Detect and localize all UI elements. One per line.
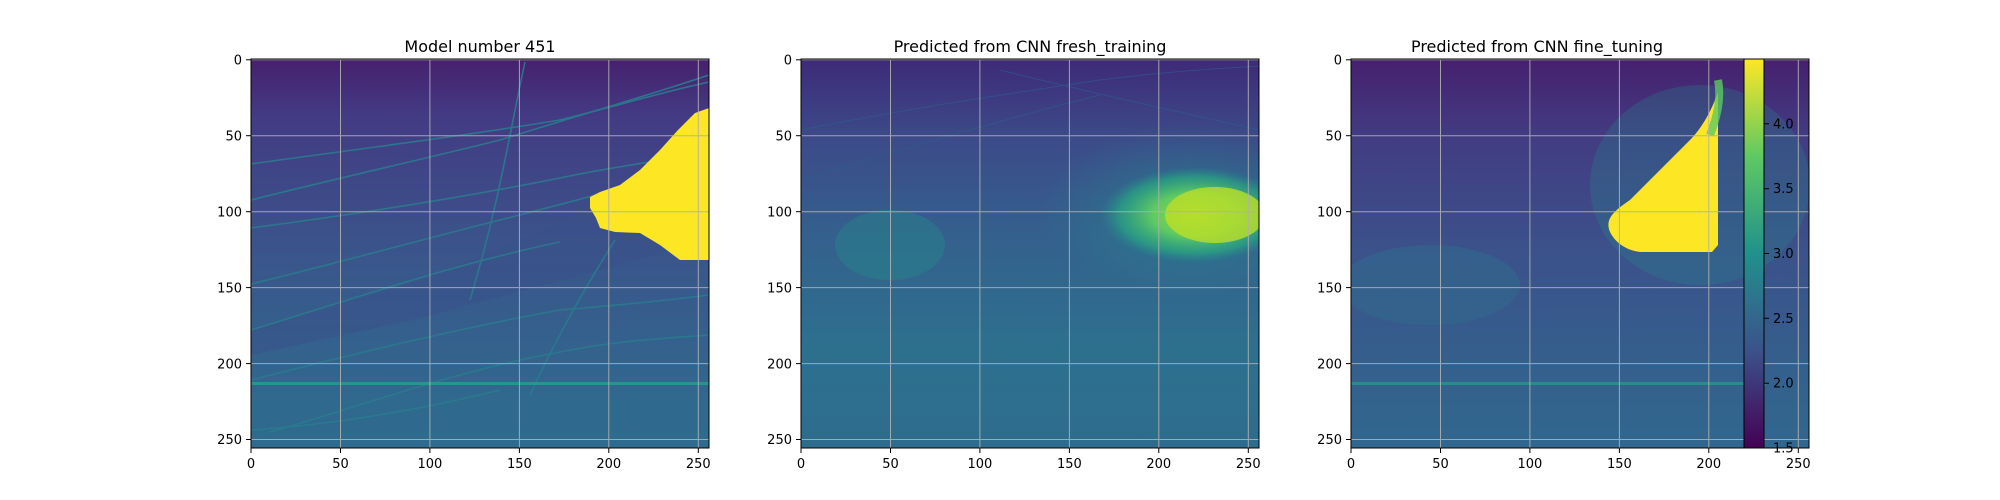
chart-title-1: Model number 451	[404, 37, 555, 56]
x-ticks-1: 0 50 100 150 200 250	[247, 448, 711, 472]
y-tick-label: 200	[767, 357, 792, 372]
y-tick-label: 50	[775, 129, 792, 144]
x-tick-label: 250	[1786, 457, 1811, 472]
heatmap-2-image	[801, 59, 1259, 448]
x-tick-label: 0	[247, 457, 255, 472]
x-ticks-2: 0 50 100 150 200 250	[797, 448, 1261, 472]
heatmap-1-image	[251, 59, 709, 448]
y-tick-label: 0	[784, 54, 792, 69]
colorbar-tick-label: 2.5	[1773, 312, 1794, 327]
x-tick-label: 250	[686, 457, 711, 472]
y-tick-label: 100	[767, 205, 792, 220]
colorbar-tick-label: 4.0	[1773, 117, 1794, 132]
colorbar-tick-label: 3.0	[1773, 247, 1794, 262]
y-tick-label: 50	[1325, 129, 1342, 144]
y-tick-label: 250	[767, 433, 792, 448]
y-tick-label: 150	[1317, 281, 1342, 296]
colorbar: 1.5 2.0 2.5 3.0 3.5 4.0	[1743, 58, 1794, 457]
y-tick-label: 200	[1317, 357, 1342, 372]
y-ticks-2: 0 50 100 150 200 250	[767, 54, 801, 448]
y-tick-label: 250	[217, 433, 242, 448]
x-tick-label: 100	[1517, 457, 1542, 472]
x-tick-label: 150	[1057, 457, 1082, 472]
panel-1: Model number 451 0 50 100 150 200 250 0 …	[217, 37, 711, 472]
y-tick-label: 200	[217, 357, 242, 372]
y-tick-label: 150	[767, 281, 792, 296]
grid-1	[250, 59, 709, 448]
x-tick-label: 200	[1146, 457, 1171, 472]
x-tick-label: 100	[417, 457, 442, 472]
x-tick-label: 50	[1432, 457, 1449, 472]
x-tick-label: 200	[596, 457, 621, 472]
chart-title-2: Predicted from CNN fresh_training	[894, 37, 1167, 57]
x-tick-label: 250	[1236, 457, 1261, 472]
x-tick-label: 50	[882, 457, 899, 472]
chart-title-3: Predicted from CNN fine_tuning	[1411, 37, 1663, 57]
y-ticks-3: 0 50 100 150 200 250	[1317, 54, 1351, 448]
y-tick-label: 250	[1317, 433, 1342, 448]
x-tick-label: 50	[332, 457, 349, 472]
y-tick-label: 50	[225, 129, 242, 144]
colorbar-tick-label: 1.5	[1773, 442, 1794, 457]
x-tick-label: 100	[967, 457, 992, 472]
heatmap-3-image	[1351, 59, 1809, 448]
y-ticks-1: 0 50 100 150 200 250	[217, 54, 251, 448]
axes-frame-1	[250, 58, 710, 449]
x-ticks-3: 0 50 100 150 200 250	[1347, 448, 1811, 472]
x-tick-label: 150	[507, 457, 532, 472]
colorbar-tick-label: 2.0	[1773, 377, 1794, 392]
axes-frame-3	[1350, 58, 1810, 449]
y-tick-label: 100	[217, 205, 242, 220]
y-tick-label: 0	[1334, 54, 1342, 69]
colorbar-gradient	[1743, 58, 1765, 449]
panel-2: Predicted from CNN fresh_training 0 50 1…	[767, 37, 1261, 472]
panel-3: Predicted from CNN fine_tuning 0 50 100 …	[1317, 37, 1811, 472]
x-tick-label: 0	[1347, 457, 1355, 472]
y-tick-label: 100	[1317, 205, 1342, 220]
y-tick-label: 150	[217, 281, 242, 296]
y-tick-label: 0	[234, 54, 242, 69]
colorbar-tick-label: 3.5	[1773, 182, 1794, 197]
x-tick-label: 150	[1607, 457, 1632, 472]
x-tick-label: 200	[1696, 457, 1721, 472]
grid-3	[1350, 59, 1809, 448]
x-tick-label: 0	[797, 457, 805, 472]
axes-frame-2	[800, 58, 1260, 449]
